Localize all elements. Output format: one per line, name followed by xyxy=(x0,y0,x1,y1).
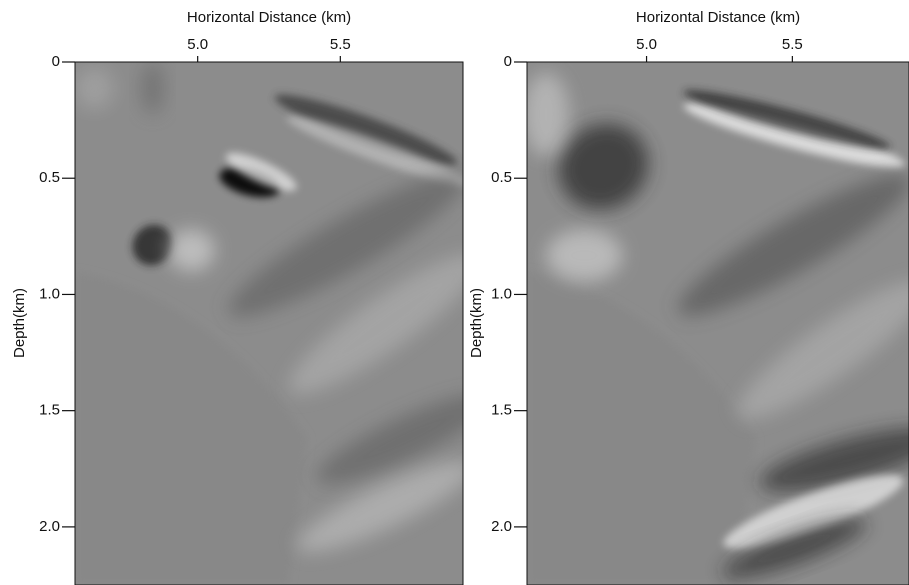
x-tick-label: 5.0 xyxy=(636,36,657,53)
y-tick-label: 1.0 xyxy=(39,285,60,302)
y-tick-label: 1.5 xyxy=(39,402,60,419)
reflector xyxy=(225,152,297,191)
y-tick-label: 0.5 xyxy=(491,169,512,186)
plot-frame xyxy=(526,61,909,585)
x-tick-label: 5.5 xyxy=(782,36,803,53)
reflector xyxy=(297,461,463,552)
reflector xyxy=(75,67,114,110)
y-tick-label: 1.5 xyxy=(491,402,512,419)
salt-body xyxy=(527,271,757,585)
reflector xyxy=(168,229,215,272)
seismic-image xyxy=(75,62,463,585)
reflector xyxy=(683,90,891,149)
x-tick-label: 5.5 xyxy=(330,36,351,53)
reflector xyxy=(132,224,173,266)
reflector xyxy=(558,123,649,210)
reflector xyxy=(527,72,570,157)
y-tick-label: 2.0 xyxy=(39,518,60,535)
y-tick-label: 0 xyxy=(504,53,512,70)
reflector xyxy=(723,474,904,549)
seismic-image xyxy=(527,62,909,585)
reflector xyxy=(759,427,909,492)
reflector xyxy=(546,229,623,282)
reflector xyxy=(274,94,458,166)
plot-frame xyxy=(74,61,464,585)
y-tick-label: 2.0 xyxy=(491,518,512,535)
reflector xyxy=(140,62,165,115)
reflector xyxy=(722,518,867,579)
y-axis-label: Depth(km) xyxy=(11,288,28,358)
reflector xyxy=(288,253,463,394)
salt-body xyxy=(75,271,308,585)
y-tick-label: 1.0 xyxy=(491,285,512,302)
x-axis-label: Horizontal Distance (km) xyxy=(187,9,351,26)
reflector xyxy=(683,102,906,168)
y-tick-label: 0 xyxy=(52,53,60,70)
reflector xyxy=(677,174,909,316)
y-axis-label: Depth(km) xyxy=(468,288,485,358)
reflector xyxy=(286,116,463,186)
y-tick-label: 0.5 xyxy=(39,169,60,186)
reflector xyxy=(228,173,463,317)
reflector xyxy=(737,280,909,419)
x-axis-label: Horizontal Distance (km) xyxy=(636,9,800,26)
x-tick-label: 5.0 xyxy=(187,36,208,53)
reflector xyxy=(316,393,463,484)
